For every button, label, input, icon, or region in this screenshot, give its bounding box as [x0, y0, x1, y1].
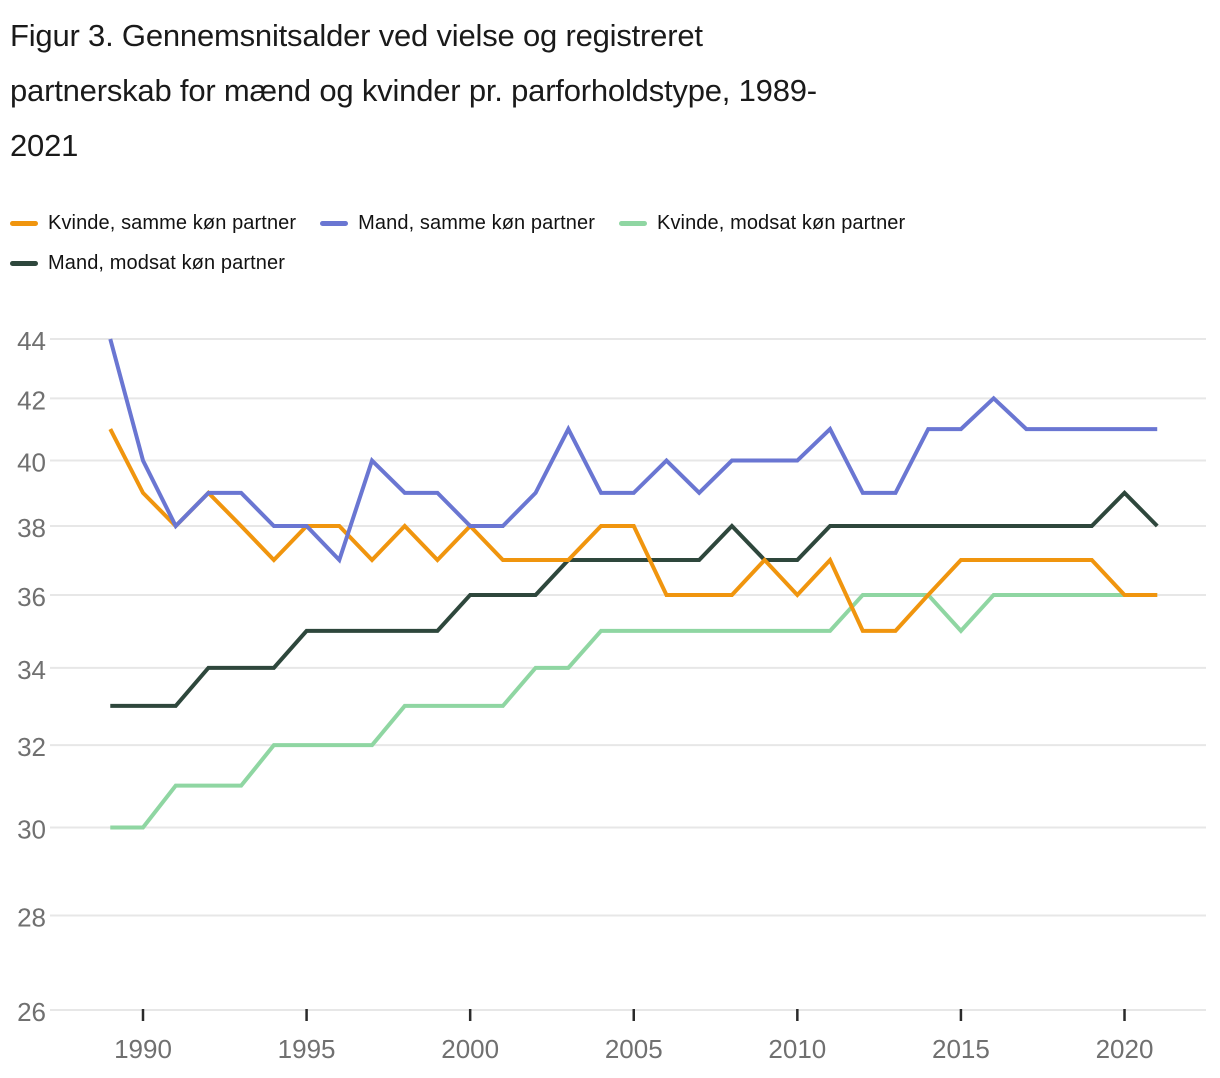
legend: Kvinde, samme køn partner Mand, samme kø… — [10, 212, 1200, 292]
y-axis-tick-label: 42 — [17, 385, 46, 415]
legend-swatch-blue — [320, 221, 349, 226]
y-axis-tick-label: 38 — [17, 513, 46, 543]
legend-swatch-light-green — [619, 221, 647, 226]
legend-row: Kvinde, samme køn partner Mand, samme kø… — [10, 212, 1200, 235]
x-axis-tick-label: 1995 — [278, 1034, 336, 1064]
y-axis-tick-label: 30 — [17, 814, 46, 844]
figure-title-line: partnerskab for mænd og kvinder pr. parf… — [10, 73, 817, 108]
y-axis-tick-label: 28 — [17, 902, 46, 932]
legend-label: Mand, samme køn partner — [358, 212, 595, 234]
legend-label: Kvinde, samme køn partner — [48, 212, 297, 234]
x-axis-tick-label: 2000 — [441, 1034, 499, 1064]
series-line-0[interactable] — [108, 428, 1158, 633]
x-axis-tick-label: 2015 — [932, 1034, 990, 1064]
legend-label: Mand, modsat køn partner — [48, 252, 285, 274]
y-axis-tick-label: 32 — [17, 732, 46, 762]
legend-item-kvinde-samme-koen[interactable]: Kvinde, samme køn partner — [10, 212, 296, 235]
legend-swatch-dark-green — [10, 261, 38, 266]
series-line-2[interactable] — [110, 592, 1158, 830]
series-line-3[interactable] — [110, 490, 1159, 708]
legend-label: Kvinde, modsat køn partner — [657, 212, 906, 234]
x-axis-tick-label: 2010 — [768, 1034, 826, 1064]
x-axis-tick-label: 2005 — [605, 1034, 663, 1064]
figure-title-line: 2021 — [10, 128, 79, 163]
y-axis-tick-label: 40 — [17, 448, 46, 478]
y-axis-tick-label: 36 — [17, 582, 46, 612]
series-line-1[interactable] — [108, 338, 1158, 564]
y-axis-tick-label: 26 — [17, 997, 46, 1027]
legend-swatch-orange — [10, 221, 38, 226]
legend-row: Mand, modsat køn partner — [10, 252, 1200, 275]
x-axis-tick-label: 2020 — [1096, 1034, 1154, 1064]
y-axis-tick-label: 34 — [17, 655, 46, 685]
legend-item-mand-samme-koen[interactable]: Mand, samme køn partner — [320, 212, 595, 235]
figure-title: Figur 3. Gennemsnitsalder ved vielse og … — [10, 8, 1190, 173]
y-axis-tick-label: 44 — [17, 326, 46, 356]
legend-item-kvinde-modsat-koen[interactable]: Kvinde, modsat køn partner — [619, 212, 905, 235]
figure-title-line: Figur 3. Gennemsnitsalder ved vielse og … — [10, 18, 703, 53]
legend-item-mand-modsat-koen[interactable]: Mand, modsat køn partner — [10, 252, 285, 275]
x-axis-tick-label: 1990 — [114, 1034, 172, 1064]
